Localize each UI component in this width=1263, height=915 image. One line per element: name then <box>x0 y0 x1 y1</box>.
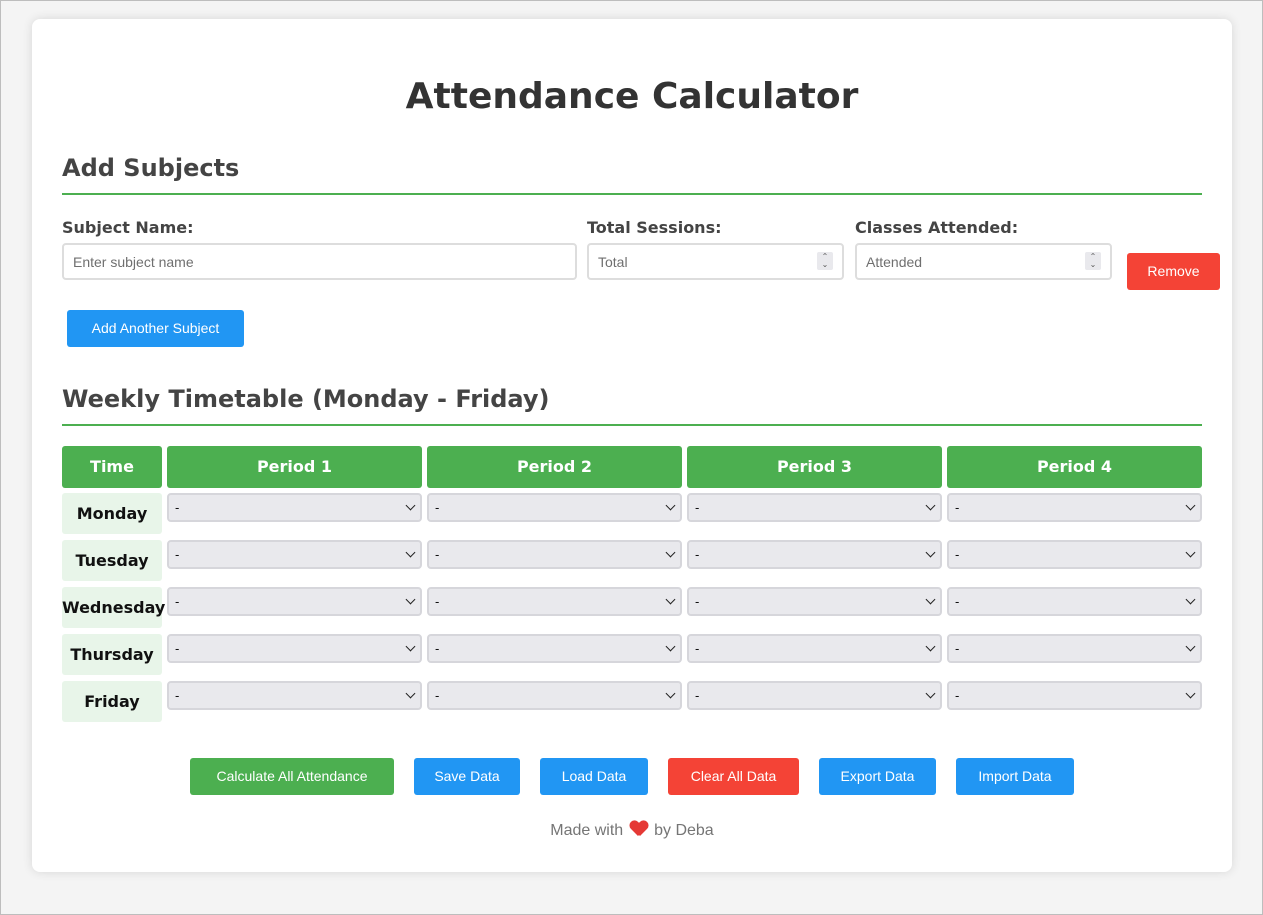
select-value: - <box>695 641 700 656</box>
timetable-header-period-4: Period 4 <box>947 446 1202 488</box>
chevron-down-icon <box>925 641 936 652</box>
timetable-select[interactable]: - <box>947 634 1202 663</box>
total-sessions-label: Total Sessions: <box>587 218 722 237</box>
select-value: - <box>175 641 180 656</box>
chevron-down-icon <box>925 500 936 511</box>
select-value: - <box>435 688 440 703</box>
calculate-attendance-button[interactable]: Calculate All Attendance <box>190 758 394 795</box>
add-another-subject-button[interactable]: Add Another Subject <box>67 310 244 347</box>
chevron-down-icon <box>925 594 936 605</box>
select-value: - <box>435 500 440 515</box>
page-title: Attendance Calculator <box>405 76 859 117</box>
timetable-header-time: Time <box>62 446 162 488</box>
day-label-wednesday: Wednesday <box>62 587 165 628</box>
chevron-down-icon <box>665 547 676 558</box>
timetable-select[interactable]: - <box>167 493 422 522</box>
select-value: - <box>695 594 700 609</box>
footer-suffix: by Deba <box>654 822 714 839</box>
subject-name-input[interactable] <box>62 243 577 280</box>
chevron-down-icon <box>665 641 676 652</box>
chevron-down-icon <box>405 688 416 699</box>
timetable-select[interactable]: - <box>947 681 1202 710</box>
timetable-select[interactable]: - <box>687 634 942 663</box>
chevron-down-icon <box>1185 688 1196 699</box>
timetable-select[interactable]: - <box>687 587 942 616</box>
select-value: - <box>435 547 440 562</box>
timetable-select[interactable]: - <box>947 493 1202 522</box>
chevron-down-icon <box>1185 547 1196 558</box>
add-subjects-heading: Add Subjects <box>62 153 1202 195</box>
classes-attended-spinner-icon[interactable]: ⌃ ⌄ <box>1085 252 1101 270</box>
select-value: - <box>435 594 440 609</box>
subject-name-label: Subject Name: <box>62 218 194 237</box>
total-sessions-spinner-icon[interactable]: ⌃ ⌄ <box>817 252 833 270</box>
select-value: - <box>175 547 180 562</box>
select-value: - <box>955 594 960 609</box>
heart-icon <box>630 821 648 837</box>
select-value: - <box>695 500 700 515</box>
select-value: - <box>175 500 180 515</box>
day-label-tuesday: Tuesday <box>62 540 162 581</box>
chevron-down-icon <box>405 547 416 558</box>
chevron-down-icon <box>405 594 416 605</box>
select-value: - <box>175 594 180 609</box>
timetable-header-period-1: Period 1 <box>167 446 422 488</box>
timetable-select[interactable]: - <box>687 493 942 522</box>
select-value: - <box>955 688 960 703</box>
timetable-select[interactable]: - <box>687 681 942 710</box>
chevron-down-icon <box>665 688 676 699</box>
chevron-down-icon <box>665 500 676 511</box>
timetable-select[interactable]: - <box>427 587 682 616</box>
timetable-select[interactable]: - <box>687 540 942 569</box>
timetable-select[interactable]: - <box>167 587 422 616</box>
select-value: - <box>695 547 700 562</box>
classes-attended-label: Classes Attended: <box>855 218 1019 237</box>
chevron-down-icon <box>925 688 936 699</box>
footer-prefix: Made with <box>550 822 624 839</box>
chevron-down-icon <box>665 594 676 605</box>
select-value: - <box>695 688 700 703</box>
timetable-select[interactable]: - <box>427 681 682 710</box>
day-label-friday: Friday <box>62 681 162 722</box>
timetable-select[interactable]: - <box>167 681 422 710</box>
select-value: - <box>435 641 440 656</box>
timetable-header-period-3: Period 3 <box>687 446 942 488</box>
remove-subject-button[interactable]: Remove <box>1127 253 1220 290</box>
select-value: - <box>175 688 180 703</box>
timetable-select[interactable]: - <box>427 540 682 569</box>
chevron-down-icon <box>1185 641 1196 652</box>
chevron-down-icon <box>1185 500 1196 511</box>
select-value: - <box>955 500 960 515</box>
select-value: - <box>955 547 960 562</box>
day-label-thursday: Thursday <box>62 634 162 675</box>
chevron-down-icon <box>405 500 416 511</box>
footer: Made with by Deba <box>32 820 1232 842</box>
timetable-header-period-2: Period 2 <box>427 446 682 488</box>
timetable-select[interactable]: - <box>947 587 1202 616</box>
save-data-button[interactable]: Save Data <box>414 758 520 795</box>
timetable-select[interactable]: - <box>947 540 1202 569</box>
timetable-select[interactable]: - <box>167 540 422 569</box>
main-card: Attendance Calculator Add Subjects Subje… <box>32 19 1232 872</box>
clear-all-data-button[interactable]: Clear All Data <box>668 758 799 795</box>
timetable-select[interactable]: - <box>427 634 682 663</box>
day-label-monday: Monday <box>62 493 162 534</box>
chevron-down-icon <box>1185 594 1196 605</box>
export-data-button[interactable]: Export Data <box>819 758 936 795</box>
timetable-select[interactable]: - <box>167 634 422 663</box>
chevron-down-icon <box>925 547 936 558</box>
weekly-timetable-heading: Weekly Timetable (Monday - Friday) <box>62 384 1202 426</box>
total-sessions-input[interactable] <box>587 243 844 280</box>
load-data-button[interactable]: Load Data <box>540 758 648 795</box>
classes-attended-input[interactable] <box>855 243 1112 280</box>
select-value: - <box>955 641 960 656</box>
chevron-down-icon <box>405 641 416 652</box>
import-data-button[interactable]: Import Data <box>956 758 1074 795</box>
timetable-select[interactable]: - <box>427 493 682 522</box>
